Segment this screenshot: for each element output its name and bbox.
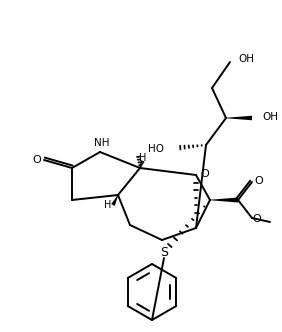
Text: O: O <box>255 176 263 186</box>
Text: O: O <box>201 169 209 179</box>
Text: HO: HO <box>148 144 164 154</box>
Text: NH: NH <box>94 138 110 148</box>
Text: O: O <box>253 214 261 224</box>
Polygon shape <box>210 198 238 203</box>
Polygon shape <box>111 195 118 206</box>
Text: H: H <box>104 200 112 210</box>
Text: O: O <box>33 155 41 165</box>
Text: OH: OH <box>238 54 254 64</box>
Text: S: S <box>160 245 168 259</box>
Text: OH: OH <box>262 112 278 122</box>
Polygon shape <box>226 116 252 120</box>
Text: H: H <box>139 153 147 163</box>
